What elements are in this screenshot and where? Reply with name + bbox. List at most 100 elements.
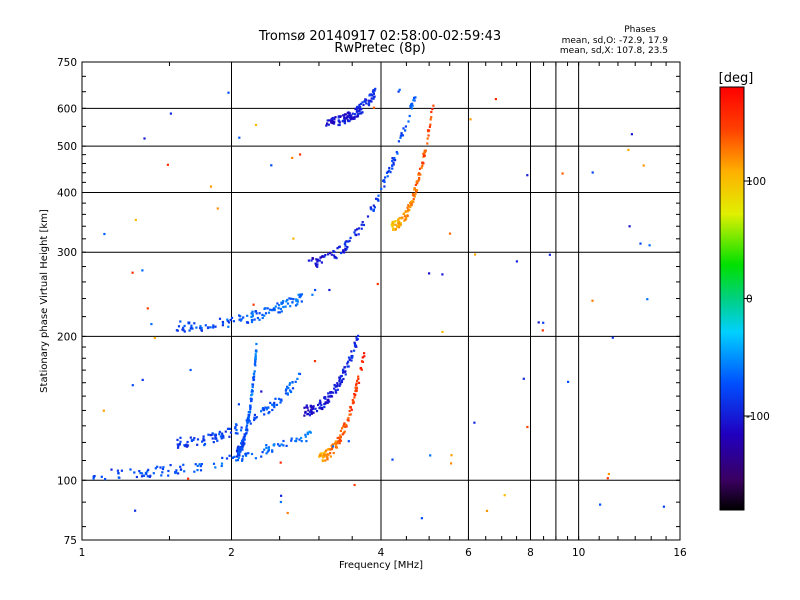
data-point	[338, 438, 341, 441]
data-point	[355, 234, 358, 237]
data-point	[485, 509, 489, 512]
data-point	[303, 406, 306, 409]
data-point	[383, 180, 386, 184]
data-point	[117, 471, 120, 475]
data-point	[591, 171, 594, 174]
data-point	[167, 469, 170, 473]
data-point	[402, 127, 405, 130]
data-point	[131, 384, 134, 387]
data-point	[357, 375, 360, 378]
data-point	[240, 439, 244, 443]
data-point	[183, 324, 186, 327]
data-point	[242, 436, 245, 439]
data-point	[188, 321, 191, 324]
data-point	[404, 129, 407, 132]
data-point	[241, 455, 244, 458]
data-point	[361, 221, 364, 224]
y-tick-label: 100	[57, 475, 77, 487]
data-point	[199, 327, 202, 330]
data-point	[360, 223, 363, 226]
data-point	[311, 293, 314, 296]
data-point	[147, 468, 150, 471]
data-point	[335, 257, 338, 260]
data-point	[251, 383, 254, 386]
data-point	[251, 315, 254, 318]
data-point	[271, 408, 274, 412]
data-point	[263, 314, 266, 317]
data-point	[192, 438, 195, 441]
data-point	[291, 387, 295, 390]
data-point	[238, 450, 241, 453]
data-point	[396, 225, 399, 228]
data-point	[286, 392, 289, 395]
data-point	[316, 265, 319, 268]
data-point	[220, 437, 223, 440]
data-point	[323, 451, 326, 454]
data-point	[323, 255, 326, 258]
data-point	[253, 375, 256, 378]
data-point	[182, 463, 185, 466]
data-point	[329, 395, 332, 398]
data-point	[216, 439, 219, 442]
data-point	[355, 338, 358, 341]
data-point	[341, 427, 344, 430]
data-point	[354, 386, 357, 390]
data-point	[328, 288, 331, 292]
data-point	[359, 102, 362, 105]
data-point	[221, 324, 224, 327]
data-point	[335, 446, 338, 449]
data-point	[441, 273, 444, 276]
data-point	[611, 336, 614, 339]
data-point	[182, 329, 185, 332]
data-point	[134, 218, 137, 221]
data-point	[233, 455, 236, 458]
data-point	[215, 437, 218, 440]
data-point	[399, 136, 402, 139]
data-point	[288, 383, 291, 386]
data-point	[265, 446, 268, 449]
data-point	[232, 320, 235, 323]
data-point	[413, 96, 416, 99]
data-point	[307, 409, 310, 412]
data-point	[319, 256, 322, 259]
data-point	[237, 403, 240, 406]
data-point	[291, 156, 294, 159]
data-point	[258, 312, 261, 315]
data-point	[253, 318, 256, 321]
data-point	[273, 401, 276, 404]
data-point	[311, 405, 314, 408]
data-point	[349, 406, 352, 409]
data-point	[372, 209, 375, 212]
data-point	[332, 122, 336, 125]
data-point	[329, 391, 332, 395]
data-point	[397, 226, 401, 229]
data-point	[249, 422, 252, 425]
data-point	[248, 414, 251, 417]
data-point	[347, 240, 350, 243]
data-point	[188, 329, 191, 332]
data-point	[410, 200, 414, 203]
data-point	[331, 445, 335, 448]
data-point	[145, 472, 148, 476]
grid-lines	[82, 62, 680, 540]
data-point	[254, 457, 257, 460]
data-point	[358, 112, 361, 115]
data-point	[237, 448, 240, 451]
data-point	[337, 116, 340, 119]
phases-x-stats: mean, sd,X: 107.8, 23.5	[560, 46, 668, 56]
data-point	[185, 443, 188, 446]
data-point	[349, 236, 352, 239]
data-point	[431, 108, 434, 111]
data-point	[251, 390, 254, 393]
data-point	[346, 119, 349, 122]
data-point	[324, 453, 327, 456]
data-point	[394, 223, 397, 226]
data-point	[415, 189, 419, 192]
data-point	[279, 401, 282, 404]
data-point	[441, 330, 444, 333]
data-point	[403, 215, 407, 218]
data-point	[418, 178, 421, 181]
data-point	[332, 254, 336, 257]
data-point	[353, 341, 356, 344]
data-point	[278, 304, 281, 307]
